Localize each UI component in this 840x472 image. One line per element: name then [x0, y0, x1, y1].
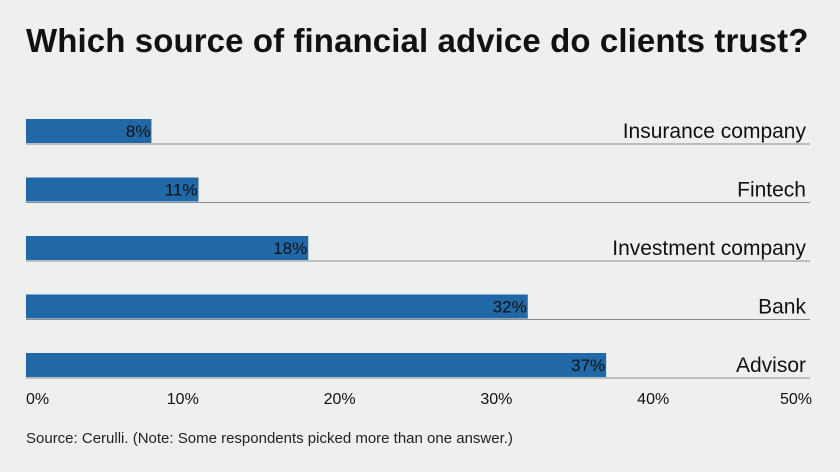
- data-label: 32%: [493, 298, 527, 317]
- category-label: Advisor: [736, 354, 806, 377]
- source-note: Source: Cerulli. (Note: Some respondents…: [26, 430, 513, 447]
- data-label: 11%: [165, 181, 198, 200]
- chart-title: Which source of financial advice do clie…: [26, 22, 809, 59]
- category-label: Investment company: [612, 237, 806, 260]
- category-label: Insurance company: [623, 120, 807, 143]
- bar: [26, 353, 607, 377]
- x-tick-label: 10%: [167, 391, 199, 408]
- bar: [26, 119, 152, 143]
- x-tick-label: 0%: [26, 391, 49, 408]
- bar: [26, 236, 309, 260]
- data-label: 18%: [273, 239, 307, 258]
- data-label: 37%: [571, 356, 605, 375]
- bar: [26, 294, 528, 319]
- x-tick-label: 30%: [480, 391, 512, 408]
- category-label: Fintech: [737, 179, 806, 202]
- x-tick-label: 20%: [324, 391, 356, 408]
- x-tick-label: 40%: [637, 391, 669, 408]
- data-label: 8%: [126, 122, 151, 141]
- x-tick-label: 50%: [780, 391, 812, 408]
- bar: [26, 177, 199, 202]
- category-label: Bank: [758, 296, 806, 319]
